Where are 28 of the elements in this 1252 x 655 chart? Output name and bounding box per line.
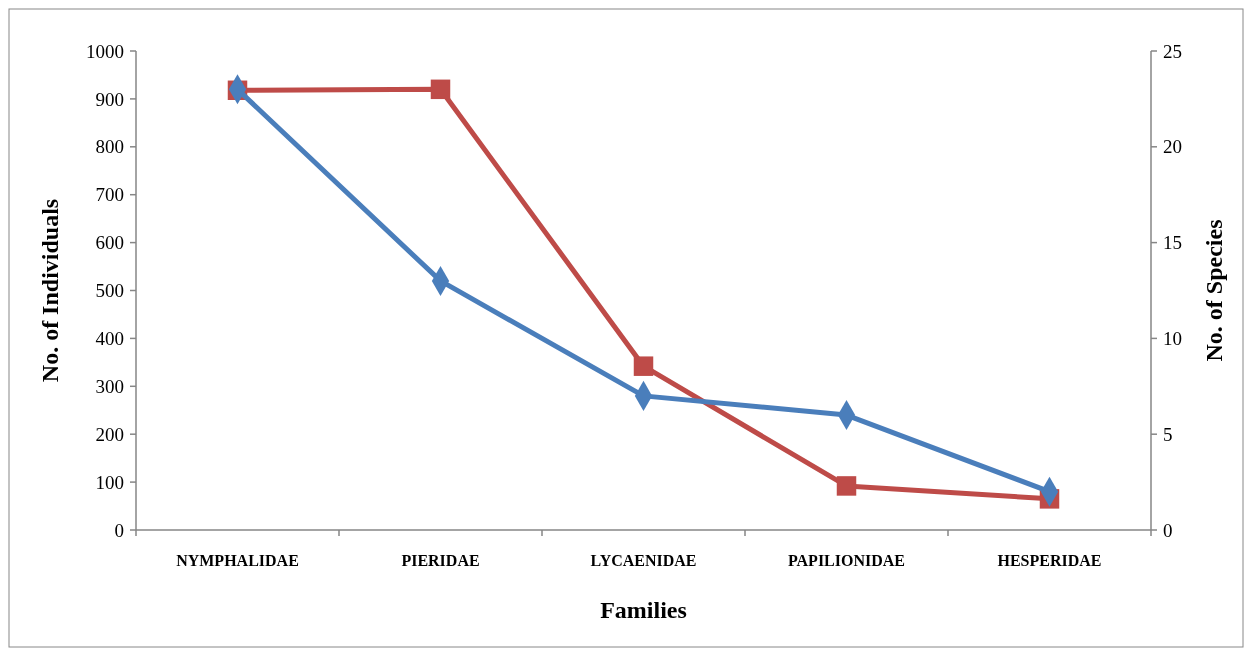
y-tick-label: 100	[95, 471, 124, 493]
x-tick-label: LYCAENIDAE	[590, 552, 697, 569]
y-axis-title: No. of Individuals	[37, 198, 63, 383]
y2-tick-label: 5	[1163, 423, 1173, 445]
y2-tick-label: 25	[1163, 40, 1182, 62]
y-tick-label: 600	[95, 232, 124, 254]
point	[836, 476, 857, 496]
x-tick-label: PAPILIONIDAE	[787, 552, 906, 569]
point	[633, 356, 654, 376]
x-tick-label: PIERIDAE	[401, 552, 480, 569]
y2-tick-label: 20	[1163, 136, 1182, 158]
y-tick-label: 1000	[86, 40, 124, 62]
y-tick-label: 400	[95, 328, 124, 350]
y-tick-label: 900	[95, 88, 124, 110]
x-axis-title: Families	[600, 597, 687, 623]
point	[430, 79, 451, 100]
y2-tick-label: 10	[1163, 328, 1182, 350]
x-tick-label: HESPERIDAE	[997, 552, 1102, 569]
y2-tick-label: 15	[1163, 232, 1182, 254]
y-tick-label: 300	[95, 375, 124, 397]
y-tick-label: 800	[95, 136, 124, 158]
y-tick-label: 200	[95, 423, 124, 445]
y-tick-label: 700	[95, 184, 124, 206]
x-tick-label: NYMPHALIDAE	[176, 552, 299, 569]
y-tick-label: 500	[95, 280, 124, 302]
y2-axis-title: No. of Species	[1201, 219, 1227, 362]
y-tick-label: 0	[114, 519, 124, 541]
y2-tick-label: 0	[1163, 519, 1173, 541]
